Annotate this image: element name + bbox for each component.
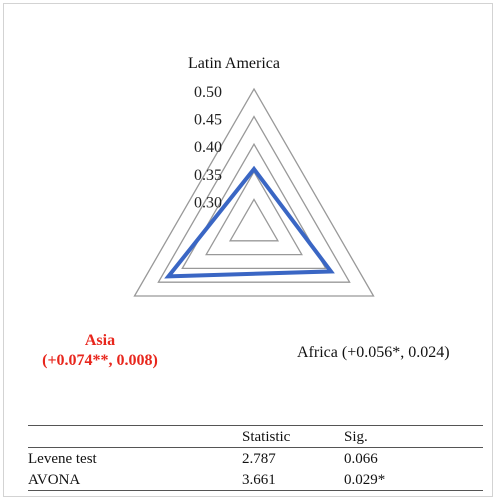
table-row: Levene test 2.787 0.066 [28, 448, 483, 470]
table-header-empty [28, 426, 242, 448]
axis-label-africa: Africa (+0.056*, 0.024) [297, 344, 450, 361]
table-cell-test: AVONA [28, 472, 81, 488]
table-cell-test: Levene test [28, 451, 97, 467]
grid-ring-0.40 [181, 142, 327, 270]
axis-label-latin-america: Latin America [188, 55, 280, 72]
table-cell-statistic: 3.661 [242, 472, 276, 488]
table-cell-sig: 0.066 [344, 451, 378, 467]
figure-frame [3, 3, 493, 497]
radial-tick-label: 0.45 [194, 112, 222, 129]
axis-label-asia: Asia [85, 332, 115, 349]
grid-ring-0.45 [157, 115, 351, 283]
table-header-row: Statistic Sig. [28, 425, 483, 448]
grid-ring-0.30 [228, 198, 280, 242]
grid-ring-0.50 [133, 87, 375, 297]
grid-ring-0.35 [205, 170, 303, 256]
table-row: AVONA 3.661 0.029* [28, 469, 483, 491]
series-polygon [164, 165, 335, 279]
table-header-statistic: Statistic [242, 429, 291, 445]
radial-tick-label: 0.35 [194, 167, 222, 184]
radial-tick-label: 0.40 [194, 139, 222, 156]
radar-chart: 0.30 0.35 0.40 0.45 0.50 Latin America Afric… [42, 55, 450, 369]
table-header-sig: Sig. [344, 429, 368, 445]
radial-tick-label: 0.50 [194, 84, 222, 101]
radial-tick-label: 0.30 [194, 194, 222, 211]
table-cell-statistic: 2.787 [242, 451, 276, 467]
table-cell-sig: 0.029* [344, 472, 386, 488]
statistics-table: Statistic Sig. Levene test 2.787 0.066 A… [28, 425, 483, 491]
axis-sublabel-asia: (+0.074**, 0.008) [42, 352, 158, 369]
